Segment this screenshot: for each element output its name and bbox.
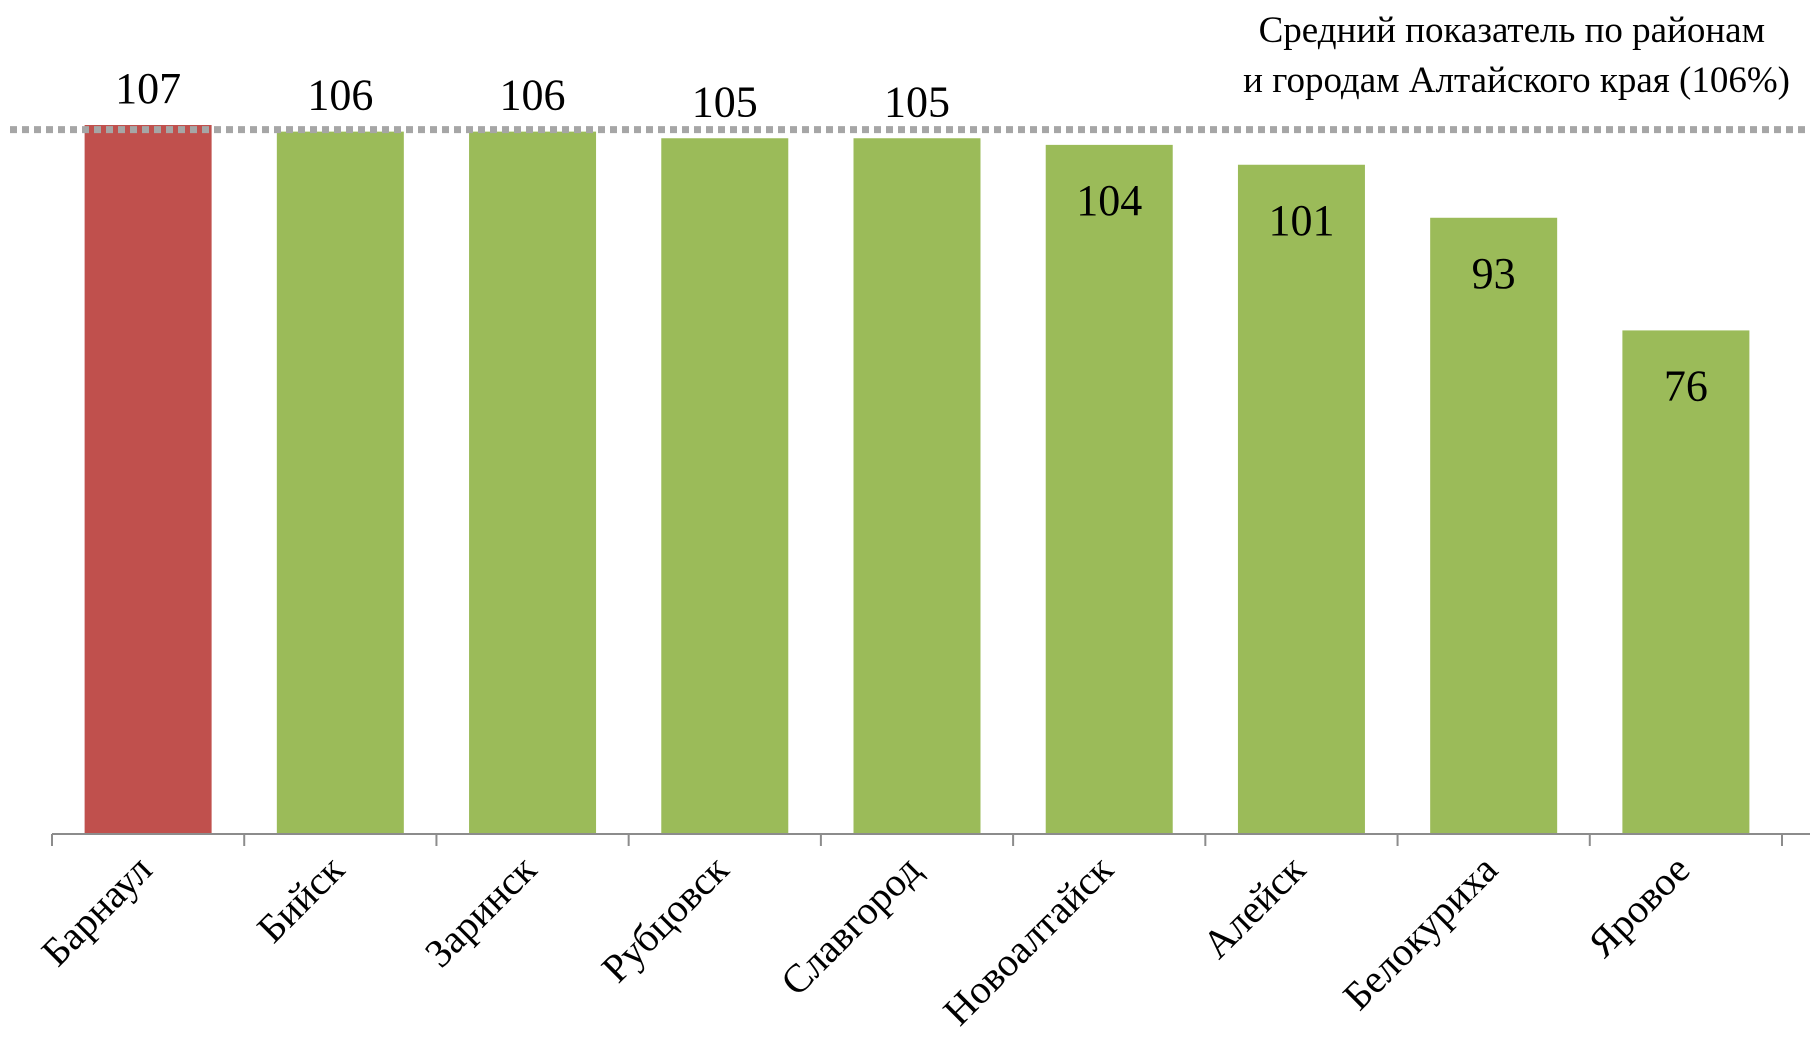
- data-label-4: 105: [692, 77, 758, 126]
- bar-4: [661, 138, 789, 835]
- bar-1: [84, 125, 212, 834]
- bar-3: [469, 131, 597, 835]
- bar-5: [853, 138, 981, 835]
- data-label-9: 76: [1664, 361, 1708, 410]
- data-label-2: 106: [307, 71, 373, 120]
- data-label-3: 106: [500, 71, 566, 120]
- data-label-8: 93: [1472, 249, 1516, 298]
- category-label-8: Белокуриха: [1334, 846, 1506, 1018]
- data-label-5: 105: [884, 77, 950, 126]
- data-label-1: 107: [115, 64, 181, 113]
- reference-line-label-line-2: и городам Алтайского края (106%): [1243, 60, 1790, 101]
- category-label-1: Барнаул: [32, 847, 160, 975]
- bar-8: [1430, 217, 1558, 834]
- bar-2: [276, 131, 404, 835]
- bar-7: [1237, 164, 1365, 834]
- category-labels: Барнаул Бийск Заринск Рубцовск Славгород Ново…: [32, 846, 1698, 1034]
- data-label-7: 101: [1268, 196, 1334, 245]
- category-label-5: Славгород: [772, 847, 930, 1005]
- bar-6: [1045, 144, 1173, 834]
- x-axis: [51, 833, 1810, 846]
- bars: [84, 125, 1750, 835]
- category-label-9: Яровое: [1579, 847, 1698, 966]
- category-label-6: Новоалтайск: [934, 846, 1122, 1034]
- category-label-2: Бийск: [248, 846, 353, 951]
- category-label-7: Алейск: [1193, 846, 1314, 967]
- data-label-6: 104: [1076, 176, 1142, 225]
- category-label-3: Заринск: [416, 846, 546, 976]
- data-labels: 107 106 106 105 105 104 101 93 76: [115, 64, 1708, 410]
- bar-9: [1622, 330, 1750, 834]
- category-label-4: Рубцовск: [593, 846, 738, 991]
- reference-line-label-line-1: Средний показатель по районам: [1259, 10, 1765, 51]
